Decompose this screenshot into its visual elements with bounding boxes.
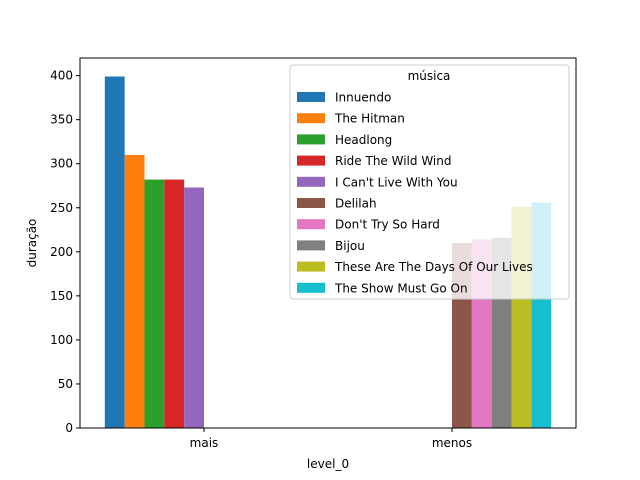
legend-swatch — [297, 113, 325, 124]
legend-items: Innuendo The Hitman Headlong Ride The Wild … — [297, 91, 533, 295]
legend-entry-label: Don't Try So Hard — [335, 218, 440, 232]
legend-swatch — [297, 282, 325, 293]
bar — [184, 187, 204, 428]
legend-swatch — [297, 240, 325, 251]
legend-entry-label: Ride The Wild Wind — [335, 154, 451, 168]
bar — [164, 179, 185, 428]
legend-swatch — [297, 261, 325, 272]
y-tick-label: 400 — [50, 69, 73, 83]
y-tick-label: 150 — [50, 289, 73, 303]
legend-entry-label: The Hitman — [334, 112, 405, 126]
plot-frame — [79, 57, 577, 429]
legend-entry-label: I Can't Live With You — [335, 175, 458, 189]
y-tick-label: 200 — [50, 245, 73, 259]
y-tick-label: 300 — [50, 157, 73, 171]
legend-swatch — [297, 219, 325, 230]
legend-swatch — [297, 92, 325, 102]
legend-entry-label: Bijou — [335, 239, 365, 253]
x-tick-label: mais — [190, 436, 219, 450]
x-axis: mais menos — [190, 428, 472, 450]
bar — [104, 76, 125, 428]
legend-entry-label: Innuendo — [335, 91, 391, 105]
legend-entry-label: Headlong — [335, 133, 392, 147]
bar — [144, 179, 165, 428]
y-tick-label: 50 — [58, 377, 73, 391]
y-tick-label: 0 — [65, 421, 73, 435]
legend: música Innuendo The Hitman Headlong Ride Th… — [289, 64, 570, 300]
x-tick-label: menos — [432, 436, 472, 450]
legend-swatch — [297, 198, 325, 208]
legend-swatch — [297, 134, 325, 145]
y-axis: 0 50 100 150 200 250 300 350 400 — [50, 69, 80, 435]
legend-entry-label: These Are The Days Of Our Lives — [334, 260, 533, 274]
legend-swatch — [297, 176, 325, 187]
x-axis-label: level_0 — [307, 457, 349, 471]
bar — [124, 154, 145, 428]
legend-box — [289, 64, 570, 300]
y-axis-label: duração — [25, 219, 39, 268]
legend-swatch — [297, 155, 325, 166]
y-tick-label: 100 — [50, 333, 73, 347]
legend-title: música — [408, 69, 451, 83]
y-tick-label: 250 — [50, 201, 73, 215]
y-tick-label: 350 — [50, 113, 73, 127]
legend-entry-label: The Show Must Go On — [334, 281, 468, 295]
legend-entry-label: Delilah — [335, 197, 377, 211]
